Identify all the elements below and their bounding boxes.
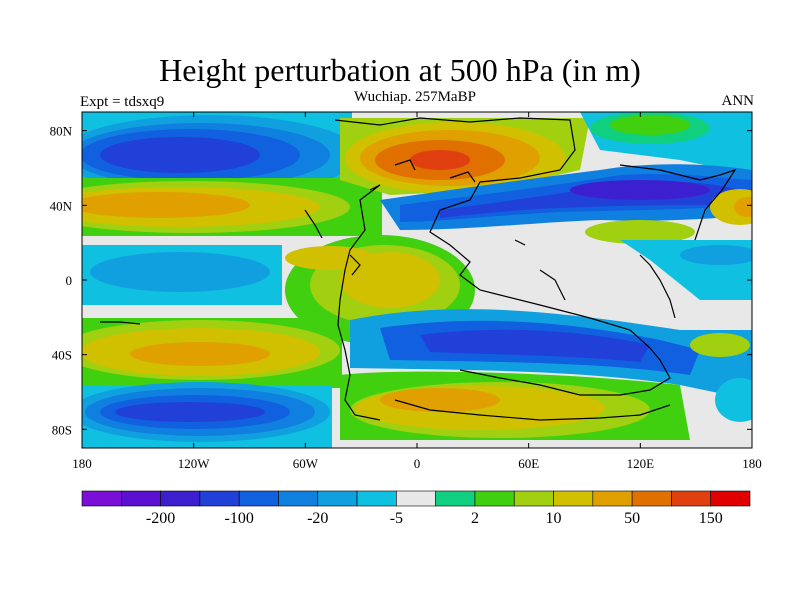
season-label: ANN xyxy=(721,93,755,109)
x-tick-label: 180 xyxy=(72,456,92,471)
y-axis: 80N 40N 0 40S 80S xyxy=(50,124,752,437)
x-tick-label: 120E xyxy=(627,456,655,471)
y-tick-label: 40N xyxy=(50,198,73,213)
colorbar-swatch xyxy=(592,490,633,507)
colorbar-swatch xyxy=(356,490,397,507)
plot-subtitle: Wuchiap. 257MaBP xyxy=(354,89,476,105)
y-tick-label: 80S xyxy=(52,422,72,437)
colorbar-swatch xyxy=(120,490,161,507)
colorbar-swatch xyxy=(396,490,436,507)
colorbar-label: 10 xyxy=(546,510,562,527)
colorbar-swatch xyxy=(199,490,240,507)
x-axis: 180 120W 60W 0 60E 120E 180 xyxy=(72,112,762,471)
colorbar-label: -20 xyxy=(307,510,328,527)
colorbar-swatch xyxy=(671,490,712,507)
colorbar-label: 2 xyxy=(471,510,479,527)
colorbar-label: -5 xyxy=(390,510,403,527)
plot-title: Height perturbation at 500 hPa (in m) xyxy=(159,52,641,88)
x-tick-label: 120W xyxy=(178,456,211,471)
x-tick-label: 60W xyxy=(293,456,319,471)
x-tick-label: 60E xyxy=(518,456,539,471)
colorbar-label: -200 xyxy=(146,510,175,527)
colorbar: -200 -100 -20 -5 2 10 50 150 xyxy=(81,490,751,527)
y-tick-label: 40S xyxy=(52,348,72,363)
x-tick-label: 0 xyxy=(414,456,421,471)
y-tick-label: 80N xyxy=(50,124,73,139)
colorbar-swatch xyxy=(81,490,122,507)
colorbar-label: 150 xyxy=(699,510,723,527)
contour-field xyxy=(82,112,752,448)
colorbar-swatch xyxy=(278,490,319,507)
colorbar-swatch xyxy=(317,490,358,507)
colorbar-swatch xyxy=(631,490,672,507)
colorbar-label: -100 xyxy=(225,510,254,527)
colorbar-label: 50 xyxy=(624,510,640,527)
colorbar-swatch xyxy=(160,490,201,507)
y-tick-label: 0 xyxy=(66,273,73,288)
experiment-label: Expt = tdsxq9 xyxy=(80,94,165,110)
x-tick-label: 180 xyxy=(742,456,762,471)
colorbar-swatch xyxy=(474,490,515,507)
colorbar-swatch xyxy=(553,490,594,507)
colorbar-swatch xyxy=(238,490,279,507)
colorbar-swatch xyxy=(435,490,476,507)
colorbar-swatch xyxy=(710,490,751,507)
colorbar-swatch xyxy=(513,490,554,507)
coastlines xyxy=(100,117,737,421)
